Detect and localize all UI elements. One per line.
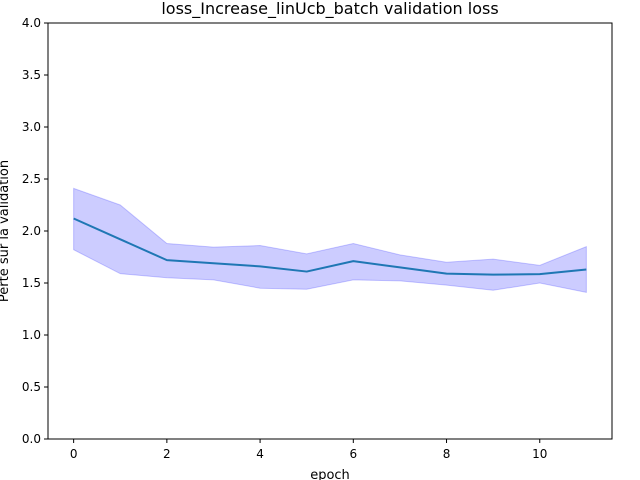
- y-axis-label: Perte sur la validation: [0, 160, 12, 302]
- y-tick-label: 1.5: [22, 276, 41, 290]
- x-tick-label: 2: [163, 447, 171, 461]
- x-tick-label: 0: [70, 447, 78, 461]
- y-axis-ticks: 0.0 0.5 1.0 1.5 2.0 2.5 3.0 3.5 4.0: [22, 16, 48, 446]
- chart-title: loss_Increase_linUcb_batch validation lo…: [161, 0, 498, 19]
- confidence-band-0: [73, 187, 587, 293]
- confidence-band-layer: [73, 187, 587, 293]
- y-tick-label: 3.5: [22, 68, 41, 82]
- x-axis-ticks: 0 2 4 6 8 10: [70, 439, 547, 461]
- x-tick-label: 10: [532, 447, 547, 461]
- x-tick-label: 8: [443, 447, 451, 461]
- y-tick-label: 2.5: [22, 172, 41, 186]
- x-tick-label: 6: [349, 447, 357, 461]
- mean-line-layer: [73, 217, 587, 276]
- y-tick-label: 1.0: [22, 328, 41, 342]
- y-tick-label: 0.5: [22, 380, 41, 394]
- y-tick-label: 0.0: [22, 432, 41, 446]
- y-tick-label: 3.0: [22, 120, 41, 134]
- x-tick-label: 4: [256, 447, 264, 461]
- mean-line-0: [73, 217, 587, 276]
- y-tick-label: 4.0: [22, 16, 41, 30]
- x-axis-label: epoch: [310, 468, 350, 480]
- y-tick-label: 2.0: [22, 224, 41, 238]
